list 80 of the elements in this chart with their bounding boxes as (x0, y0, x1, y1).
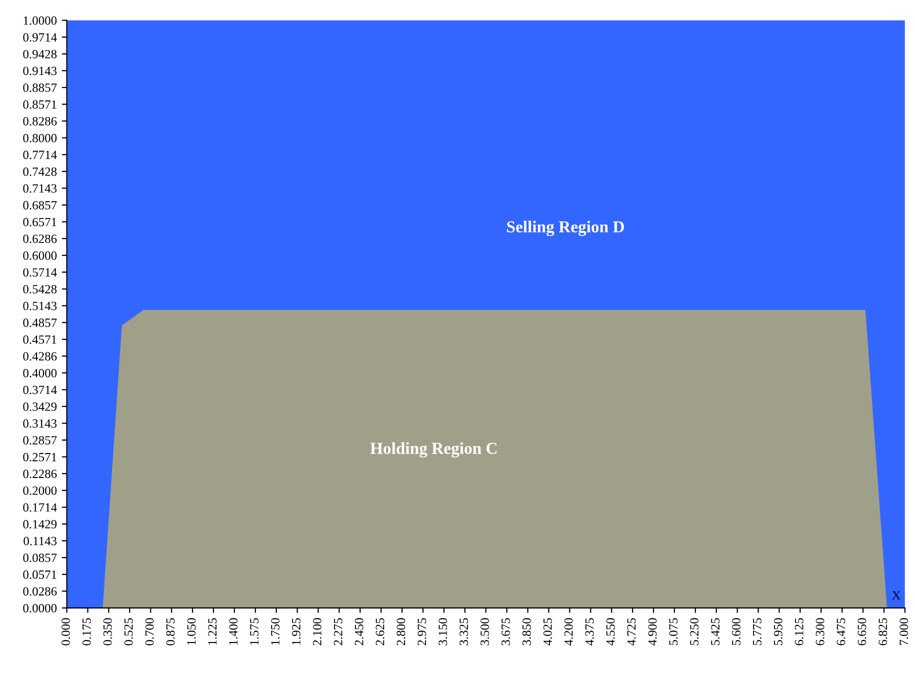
y-tick-label: 0.6857 (23, 201, 57, 210)
x-tick-label: 0.000 (61, 618, 70, 646)
y-tick-label: 0.1429 (23, 520, 57, 528)
x-tick-label: 3.500 (480, 618, 490, 646)
y-tick-label: 0.9428 (23, 50, 57, 58)
y-tick-label: 0.6286 (23, 234, 57, 244)
x-tick-label: 2.275 (334, 618, 342, 646)
y-tick-label: 0.7428 (23, 167, 57, 176)
x-tick-label: 1.925 (292, 618, 300, 645)
x-tick-label: 4.725 (627, 618, 636, 646)
y-tick-label: 0.2286 (23, 470, 57, 478)
x-tick-label: 3.675 (502, 618, 510, 646)
y-tick-label: 0.6571 (23, 218, 56, 226)
y-tick-label: 0.0286 (23, 587, 57, 596)
x-tick-label: 3.850 (522, 618, 531, 646)
y-tick-label: 0.2571 (23, 452, 56, 462)
y-tick-label: 0.8857 (23, 84, 57, 92)
x-tick-label: 1.225 (208, 618, 217, 645)
y-tick-label: 0.5714 (23, 268, 57, 277)
x-tick-label: 5.775 (753, 618, 762, 646)
y-tick-label: 1.0000 (24, 16, 57, 25)
series-label: Holding Region C (370, 442, 497, 458)
x-tick-label: 0.700 (145, 618, 154, 646)
x-tick-label: 1.400 (229, 618, 238, 645)
y-tick-label: 0.3143 (23, 419, 57, 428)
x-tick-label: 1.750 (271, 618, 280, 645)
y-tick-label: 0.2000 (23, 486, 57, 495)
band-label: Selling Region D (507, 220, 624, 236)
x-tick-label: 1.575 (250, 618, 259, 645)
y-tick-label: 0.8286 (23, 117, 57, 126)
x-tick-label: 6.825 (878, 618, 888, 646)
x-tick-label: 6.300 (816, 618, 824, 646)
y-tick-label: 0.5143 (23, 302, 57, 310)
x-tick-label: 4.200 (564, 618, 573, 646)
x-tick-label: 0.875 (166, 618, 175, 646)
y-tick-label: 0.5428 (23, 285, 57, 294)
x-tick-label: 5.075 (669, 618, 678, 646)
x-axis-title: X (892, 591, 901, 600)
x-tick-label: 2.100 (312, 618, 322, 646)
x-tick-label: 6.125 (794, 618, 804, 646)
x-tick-label: 1.050 (187, 618, 196, 645)
x-tick-label: 5.425 (711, 618, 720, 646)
x-tick-label: 0.175 (82, 618, 91, 646)
x-tick-label: 2.975 (418, 618, 426, 646)
y-tick-label: 0.8571 (23, 100, 56, 109)
y-tick-label: 0.7143 (23, 184, 57, 193)
y-tick-label: 0.4000 (23, 368, 57, 378)
y-tick-label: 0.1143 (24, 536, 57, 546)
x-tick-label: 4.025 (543, 618, 552, 646)
x-tick-label: 2.625 (376, 618, 384, 646)
y-tick-label: 0.0000 (23, 604, 57, 612)
y-tick-label: 0.6000 (23, 251, 57, 260)
x-tick-label: 6.650 (858, 618, 866, 646)
x-tick-label: 4.550 (606, 618, 615, 646)
y-tick-label: 0.3429 (23, 402, 57, 411)
y-tick-label: 0.8000 (23, 134, 57, 142)
y-tick-label: 0.2857 (23, 436, 57, 445)
x-tick-label: 5.250 (690, 618, 699, 646)
y-tick-label: 0.9714 (23, 33, 57, 42)
x-tick-label: 7.000 (900, 618, 908, 645)
y-tick-label: 0.7714 (23, 150, 57, 160)
y-tick-label: 0.0571 (23, 570, 56, 579)
y-tick-label: 0.4286 (23, 352, 57, 361)
x-tick-label: 2.800 (396, 618, 406, 646)
x-tick-label: 4.375 (585, 618, 594, 646)
y-tick-label: 0.3714 (23, 386, 57, 394)
x-tick-label: 5.600 (732, 618, 740, 646)
x-tick-label: 6.475 (836, 618, 846, 646)
x-tick-label: 3.325 (460, 618, 468, 646)
y-tick-label: 0.4571 (23, 335, 56, 344)
x-tick-label: 0.525 (124, 618, 133, 646)
y-tick-label: 0.0857 (23, 554, 57, 562)
y-tick-label: 0.9143 (23, 66, 57, 76)
y-tick-label: 0.4857 (23, 318, 57, 328)
x-tick-label: 2.450 (354, 618, 364, 646)
x-tick-label: 0.350 (103, 618, 112, 646)
x-tick-label: 4.900 (648, 618, 657, 646)
x-tick-label: 5.950 (774, 618, 782, 646)
x-tick-label: 3.150 (438, 618, 448, 646)
y-tick-label: 0.1714 (23, 503, 57, 512)
